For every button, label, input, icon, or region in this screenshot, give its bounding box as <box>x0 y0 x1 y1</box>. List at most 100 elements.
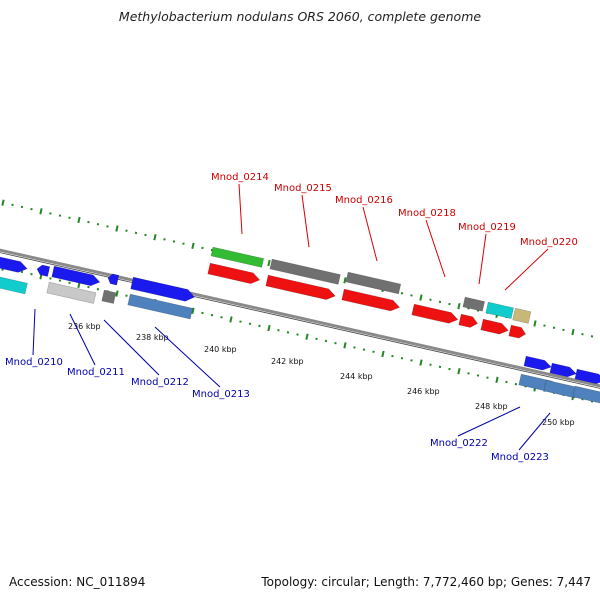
lower-guide-major-tick <box>267 324 271 332</box>
upper-guide-minor-tick <box>30 207 33 211</box>
upper-guide-minor-tick <box>11 203 14 207</box>
gene-label-top[interactable]: Mnod_0214 <box>211 172 269 183</box>
upper-guide-minor-tick <box>410 294 413 297</box>
lower-guide-major-tick <box>457 368 461 375</box>
upper-guide-major-tick <box>533 320 537 327</box>
gene-small-left-arrow-2[interactable] <box>107 273 120 286</box>
lower-guide-minor-tick <box>467 372 470 375</box>
gene-small-left-arrow[interactable] <box>36 264 51 277</box>
scale-tick-label: 242 kbp <box>271 357 304 366</box>
lower-guide-minor-tick <box>391 354 394 358</box>
gene-mnod-0220-box[interactable] <box>485 301 514 319</box>
gene-mnod-0211-arrow[interactable] <box>51 265 101 287</box>
upper-guide-major-tick <box>115 225 119 232</box>
gene-label-bottom[interactable]: Mnod_0222 <box>430 438 488 449</box>
gene-mnod-0215-box[interactable] <box>269 258 341 285</box>
lower-guide-minor-tick <box>30 272 33 276</box>
lower-guide-minor-tick <box>362 348 366 351</box>
gene-label-bottom[interactable]: Mnod_0213 <box>192 389 250 400</box>
gene-mnod-0213-box[interactable] <box>127 293 193 320</box>
lower-guide-minor-tick <box>201 311 204 315</box>
lower-guide-minor-tick <box>372 350 375 353</box>
upper-guide-major-tick <box>419 294 423 301</box>
gene-mnod-0216-arrow[interactable] <box>341 288 401 313</box>
gene-label-bottom[interactable]: Mnod_0223 <box>491 452 549 463</box>
lower-guide-minor-tick <box>353 346 356 349</box>
gene-label-top[interactable]: Mnod_0215 <box>274 183 332 194</box>
gene-mnod-0220c-arrow[interactable] <box>508 324 527 339</box>
lower-guide-minor-tick <box>96 288 100 291</box>
gene-mnod-0215-arrow[interactable] <box>265 274 337 301</box>
lower-guide-minor-tick <box>68 281 71 284</box>
gene-mnod-0213-arrow[interactable] <box>130 276 196 303</box>
scale-tick-label: 236 kbp <box>68 322 101 331</box>
gene-mnod-0212-box[interactable] <box>101 289 117 304</box>
upper-guide-major-tick <box>457 303 461 310</box>
gene-label-leader <box>425 219 446 278</box>
gene-mnod-0223-arrow[interactable] <box>549 362 578 379</box>
upper-guide-minor-tick <box>543 324 546 327</box>
upper-guide-minor-tick <box>438 300 442 304</box>
lower-guide-minor-tick <box>296 333 299 336</box>
gene-label-bottom[interactable]: Mnod_0211 <box>67 367 125 378</box>
upper-guide-minor-tick <box>163 238 166 241</box>
gene-label-bottom[interactable]: Mnod_0210 <box>5 357 63 368</box>
gene-mnod-0211-box[interactable] <box>46 281 97 304</box>
lower-guide-major-tick <box>229 316 233 323</box>
lower-guide-minor-tick <box>400 357 404 360</box>
gene-mnod-0222-arrow[interactable] <box>523 355 553 372</box>
scale-tick-label: 238 kbp <box>136 333 169 342</box>
gene-label-leader <box>154 326 221 388</box>
gene-mnod-0219-arrow[interactable] <box>458 313 479 329</box>
gene-mnod-0214-arrow[interactable] <box>207 262 261 285</box>
gene-mnod-0220-arrow[interactable] <box>480 318 510 336</box>
gene-label-leader <box>362 206 378 262</box>
gene-mnod-0214-box[interactable] <box>210 246 265 268</box>
gene-mnod-0219-box[interactable] <box>462 296 485 312</box>
gene-mnod-0216-box[interactable] <box>345 271 402 295</box>
lower-guide-major-tick <box>495 376 499 383</box>
upper-guide-minor-tick <box>201 246 204 250</box>
upper-guide-minor-tick <box>144 233 147 237</box>
upper-guide-minor-tick <box>562 328 565 332</box>
gene-mnod-0224-box[interactable] <box>572 385 600 405</box>
lower-guide-minor-tick <box>248 322 252 325</box>
gene-label-top[interactable]: Mnod_0216 <box>335 195 393 206</box>
lower-guide-minor-tick <box>315 337 318 341</box>
upper-guide-major-tick <box>267 259 271 267</box>
gene-label-leader <box>504 248 549 291</box>
lower-guide-minor-tick <box>324 339 328 343</box>
upper-guide-minor-tick <box>581 333 584 336</box>
lower-guide-minor-tick <box>277 329 280 332</box>
gene-mnod-0210-box[interactable] <box>0 275 28 295</box>
map-title: Methylobacterium nodulans ORS 2060, comp… <box>118 9 482 24</box>
genome-backbone <box>0 248 600 388</box>
lower-guide-minor-tick <box>514 382 518 386</box>
lower-guide-major-tick <box>381 350 385 358</box>
lower-guide-minor-tick <box>438 365 442 369</box>
gene-label-leader <box>32 308 36 356</box>
lower-guide-minor-tick <box>429 363 432 366</box>
gene-label-bottom[interactable]: Mnod_0212 <box>131 377 189 388</box>
upper-guide-minor-tick <box>429 298 432 301</box>
accession-text: Accession: NC_011894 <box>9 575 146 589</box>
gene-mnod-0218-arrow[interactable] <box>411 303 459 325</box>
gene-label-top[interactable]: Mnod_0219 <box>458 222 516 233</box>
gene-label-leader <box>518 412 551 451</box>
upper-guide-minor-tick <box>552 326 556 329</box>
scale-tick-label: 250 kbp <box>542 418 575 427</box>
upper-guide-minor-tick <box>96 223 100 226</box>
gene-mnod-0223-box[interactable] <box>543 379 578 399</box>
gene-label-top[interactable]: Mnod_0220 <box>520 237 578 248</box>
gene-mnod-0220b-box[interactable] <box>512 307 532 324</box>
lower-guide-minor-tick <box>486 376 489 379</box>
gene-label-top[interactable]: Mnod_0218 <box>398 208 456 219</box>
gene-mnod-0224-arrow[interactable] <box>574 368 600 385</box>
gene-mnod-0210-arrow[interactable] <box>0 255 28 274</box>
lower-guide-minor-tick <box>239 320 242 323</box>
upper-guide-minor-tick <box>87 220 90 224</box>
lower-guide-minor-tick <box>87 285 90 289</box>
genome-backbone-shadow <box>0 252 600 389</box>
upper-guide-major-tick <box>191 242 195 249</box>
